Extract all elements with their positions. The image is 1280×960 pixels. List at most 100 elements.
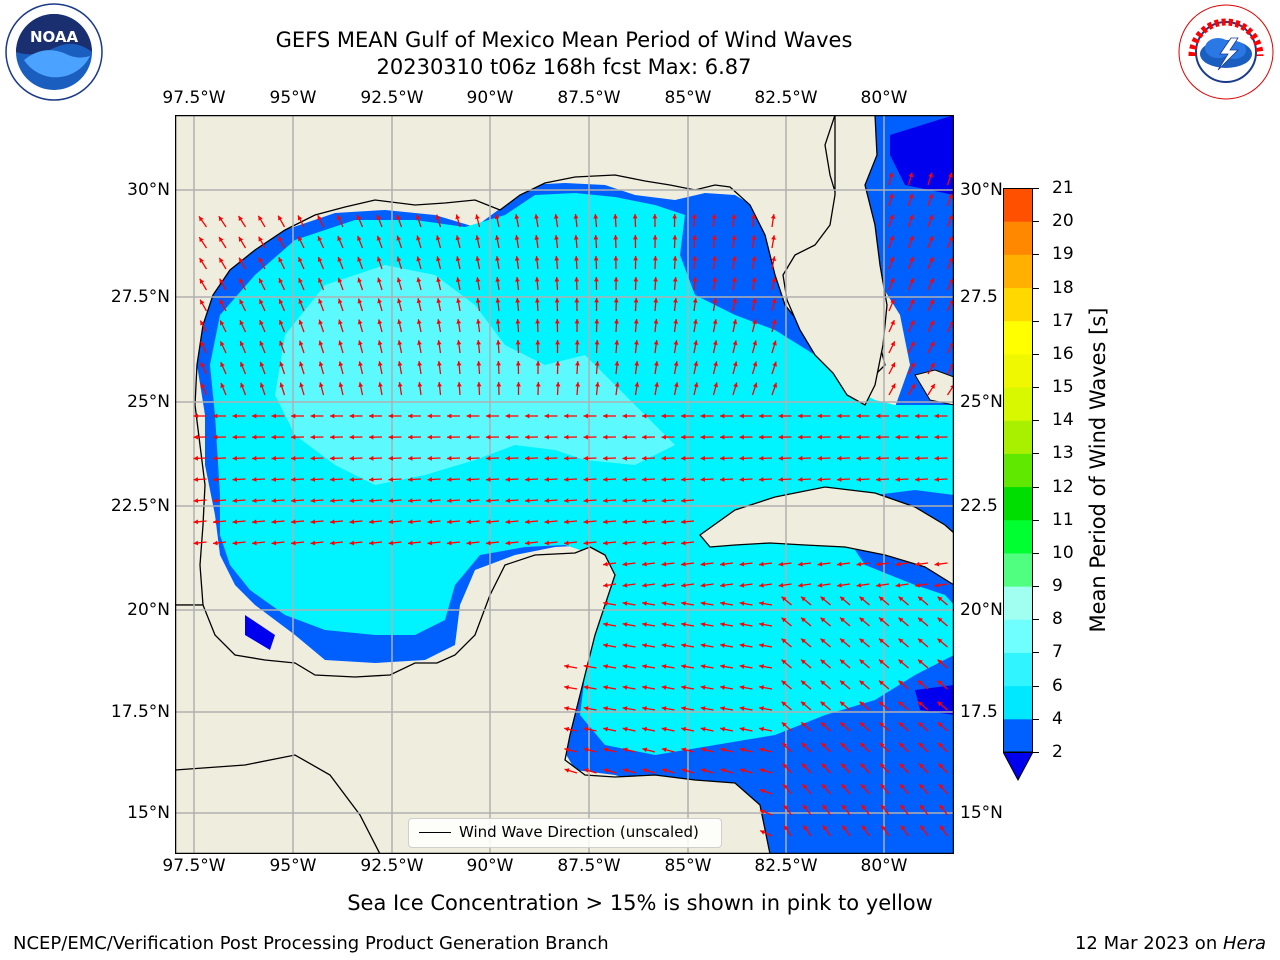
wave-direction-arrowhead xyxy=(475,214,480,220)
wave-direction-arrowhead xyxy=(593,277,599,282)
wave-direction-arrowhead xyxy=(456,319,462,324)
wave-direction-arrowhead xyxy=(357,319,363,325)
lon-label-bottom: 87.5°W xyxy=(557,856,621,876)
wave-direction-arrowhead xyxy=(583,664,589,669)
wave-direction-arrowhead xyxy=(739,561,745,567)
wave-direction-arrowhead xyxy=(720,455,725,461)
wave-direction-arrowhead xyxy=(564,706,569,711)
wave-direction-arrowhead xyxy=(436,298,442,304)
wave-direction-arrowhead xyxy=(633,319,639,324)
wave-direction-arrowhead xyxy=(603,413,608,419)
wave-direction-arrowhead xyxy=(271,540,277,546)
wave-direction-arrowhead xyxy=(672,214,678,219)
lon-label-top: 80°W xyxy=(860,88,908,108)
colorbar-tick-label: 21 xyxy=(1052,178,1074,198)
wave-direction-arrowhead xyxy=(681,413,686,419)
wave-direction-arrowhead xyxy=(573,214,579,219)
land-central-america xyxy=(175,754,381,854)
wave-direction-arrowhead xyxy=(377,277,382,283)
wave-direction-arrowhead xyxy=(771,298,777,304)
wave-direction-arrowhead xyxy=(622,747,628,753)
wave-direction-arrowhead xyxy=(583,747,589,753)
wave-direction-arrowhead xyxy=(388,498,394,504)
wave-direction-arrowhead xyxy=(673,340,679,345)
wave-direction-arrowhead xyxy=(232,477,238,482)
wave-direction-arrowhead xyxy=(330,413,335,419)
wave-direction-arrowhead xyxy=(613,235,619,240)
wave-direction-arrowhead xyxy=(622,601,628,606)
wave-direction-arrowhead xyxy=(416,256,421,262)
wave-direction-arrowhead xyxy=(318,340,324,346)
wave-direction-arrowhead xyxy=(622,726,628,732)
wave-direction-arrowhead xyxy=(937,596,943,602)
wave-direction-arrowhead xyxy=(801,722,807,728)
wave-direction-arrowhead xyxy=(720,601,725,606)
colorbar-band xyxy=(1003,221,1033,255)
wave-direction-arrowhead xyxy=(837,413,842,419)
wave-direction-arrowhead xyxy=(564,434,569,440)
chart-subtitle: 20230310 t06z 168h fcst Max: 6.87 xyxy=(376,55,752,79)
wave-direction-arrowhead xyxy=(918,701,923,707)
colorbar-tick-label: 6 xyxy=(1052,675,1063,696)
wave-direction-arrowhead xyxy=(822,804,828,810)
wave-direction-arrowhead xyxy=(653,298,659,303)
wave-direction-arrowhead xyxy=(881,825,886,831)
wave-direction-arrowhead xyxy=(939,804,945,810)
wave-direction-arrowhead xyxy=(681,498,686,504)
wave-direction-arrowhead xyxy=(494,235,500,241)
wave-direction-arrowhead xyxy=(889,277,895,283)
wave-direction-arrowhead xyxy=(603,768,609,773)
wave-direction-arrowhead xyxy=(732,298,738,304)
wave-direction-arrowhead xyxy=(583,434,588,440)
wave-direction-arrowhead xyxy=(318,298,323,304)
wave-direction-arrowhead xyxy=(929,257,934,263)
wave-direction-arrowhead xyxy=(525,498,530,504)
wave-direction-arrowhead xyxy=(713,382,719,388)
wave-direction-arrowhead xyxy=(692,256,698,261)
wave-direction-arrowhead xyxy=(193,519,199,525)
wave-direction-arrowhead xyxy=(213,455,218,461)
wave-direction-arrowhead xyxy=(692,298,698,303)
colorbar-tick-label: 13 xyxy=(1052,443,1074,464)
wave-direction-arrowhead xyxy=(801,742,807,748)
wave-direction-arrowhead xyxy=(681,643,686,648)
wave-direction-arrowhead xyxy=(759,747,765,753)
wave-direction-arrowhead xyxy=(692,235,697,240)
wave-direction-arrowhead xyxy=(879,701,884,707)
wave-direction-arrowhead xyxy=(259,340,264,346)
wave-direction-arrowhead xyxy=(895,455,900,461)
wave-direction-arrowhead xyxy=(200,341,205,347)
wave-direction-arrowhead xyxy=(622,455,627,461)
colorbar-tick-label: 16 xyxy=(1052,343,1074,364)
colorbar-frame xyxy=(1003,188,1033,753)
wave-direction-arrowhead xyxy=(349,455,354,461)
wave-direction-arrowhead xyxy=(895,561,901,567)
wave-direction-arrowhead xyxy=(583,726,589,732)
wave-direction-arrowhead xyxy=(700,747,706,753)
wave-direction-arrowhead xyxy=(397,298,402,304)
wave-direction-arrowhead xyxy=(317,257,323,263)
wave-direction-arrowhead xyxy=(514,235,520,240)
colorbar-tick-mark xyxy=(1033,685,1039,687)
wave-direction-arrowhead xyxy=(899,742,905,748)
wave-direction-arrowhead xyxy=(291,498,296,504)
wave-direction-arrowhead xyxy=(915,477,920,482)
wave-direction-arrowhead xyxy=(252,413,257,419)
wave-direction-arrowhead xyxy=(934,582,940,588)
colorbar-band xyxy=(1003,586,1033,620)
colorbar-band xyxy=(1003,619,1033,653)
wave-direction-arrowhead xyxy=(279,340,284,346)
wave-direction-arrowhead xyxy=(918,638,923,644)
wave-direction-arrowhead xyxy=(252,455,257,461)
wave-direction-arrowhead xyxy=(937,617,943,623)
wave-direction-arrowhead xyxy=(378,382,383,387)
colorbar-band xyxy=(1003,453,1033,488)
wave-direction-arrowhead xyxy=(447,498,452,504)
wave-direction-arrowhead xyxy=(622,519,628,525)
wave-direction-arrowhead xyxy=(349,413,354,419)
wave-direction-arrowhead xyxy=(841,804,847,810)
wave-direction-arrowhead xyxy=(239,278,244,284)
wave-direction-arrowhead xyxy=(259,278,264,284)
wave-direction-arrowhead xyxy=(859,701,865,707)
wave-direction-arrowhead xyxy=(820,617,826,623)
